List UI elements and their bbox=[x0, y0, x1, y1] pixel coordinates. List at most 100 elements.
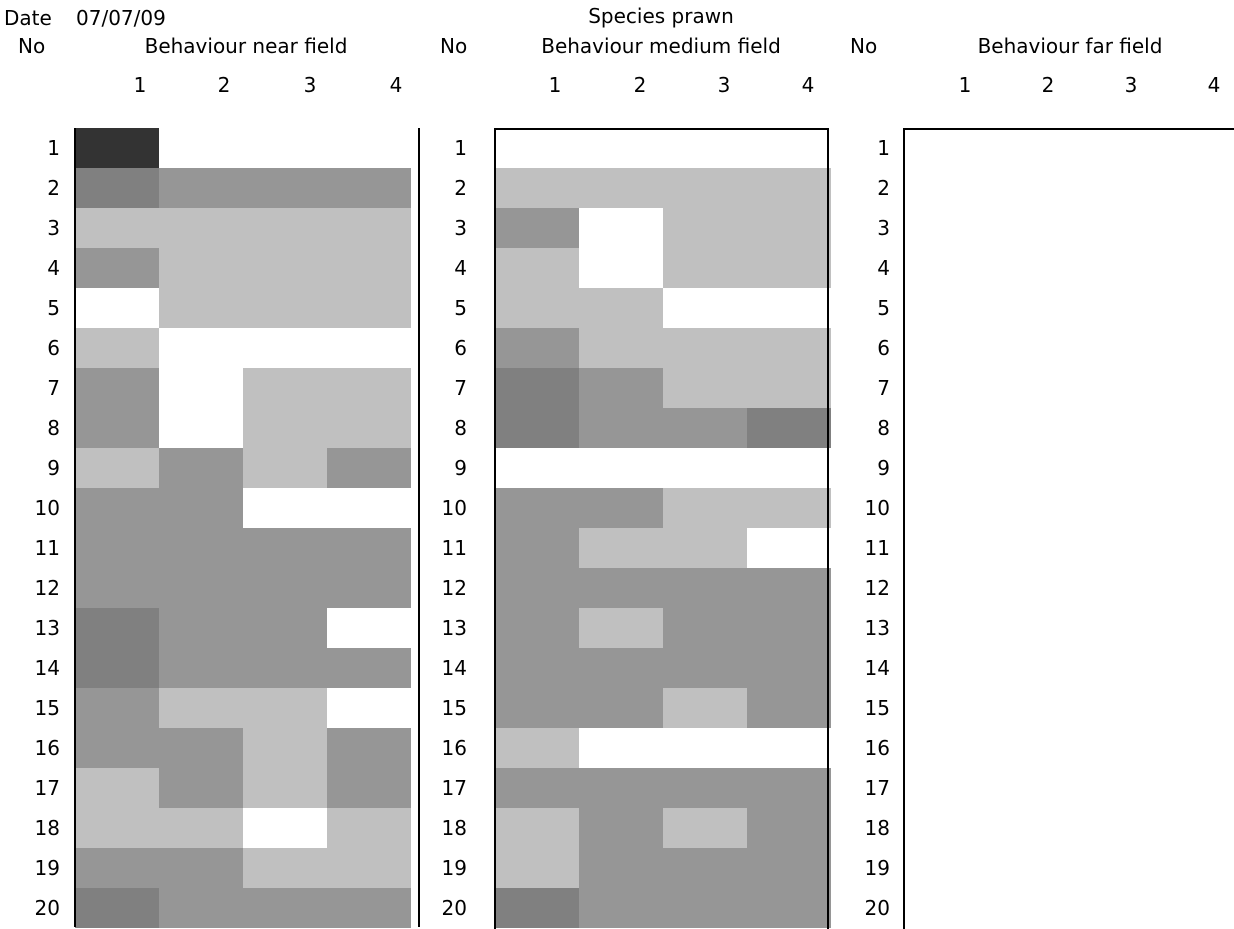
cell-medium-r16-c2 bbox=[579, 728, 664, 769]
cell-near-r8-c2 bbox=[159, 408, 244, 449]
row-label-far-4: 4 bbox=[877, 256, 890, 280]
col-label-far-3: 3 bbox=[1124, 73, 1138, 97]
cell-near-r7-c2 bbox=[159, 368, 244, 409]
row-label-medium-9: 9 bbox=[454, 456, 467, 480]
cell-medium-r14-c1 bbox=[495, 648, 580, 689]
cell-near-r1-c4 bbox=[327, 128, 411, 169]
col-label-near-2: 2 bbox=[217, 73, 231, 97]
row-label-near-19: 19 bbox=[34, 856, 60, 880]
heatmap-near-field bbox=[75, 128, 417, 928]
cell-medium-r3-c3 bbox=[663, 208, 748, 249]
cell-near-r6-c1 bbox=[75, 328, 160, 369]
cell-medium-r7-c1 bbox=[495, 368, 580, 409]
cell-near-r6-c3 bbox=[243, 328, 328, 369]
row-label-medium-14: 14 bbox=[441, 656, 467, 680]
cell-near-r19-c2 bbox=[159, 848, 244, 889]
row-label-near-2: 2 bbox=[47, 176, 60, 200]
cell-near-r1-c3 bbox=[243, 128, 328, 169]
cell-near-r3-c2 bbox=[159, 208, 244, 249]
cell-medium-r17-c2 bbox=[579, 768, 664, 809]
row-label-far-20: 20 bbox=[864, 896, 890, 920]
row-label-far-1: 1 bbox=[877, 136, 890, 160]
cell-medium-r10-c1 bbox=[495, 488, 580, 529]
cell-medium-r9-c2 bbox=[579, 448, 664, 489]
row-label-near-11: 11 bbox=[34, 536, 60, 560]
cell-near-r9-c4 bbox=[327, 448, 411, 489]
cell-near-r18-c2 bbox=[159, 808, 244, 849]
row-label-far-17: 17 bbox=[864, 776, 890, 800]
row-label-near-7: 7 bbox=[47, 376, 60, 400]
row-label-far-12: 12 bbox=[864, 576, 890, 600]
cell-near-r2-c4 bbox=[327, 168, 411, 209]
cell-medium-r8-c4 bbox=[747, 408, 831, 449]
cell-medium-r6-c3 bbox=[663, 328, 748, 369]
cell-near-r15-c2 bbox=[159, 688, 244, 729]
cell-medium-r20-c3 bbox=[663, 888, 748, 928]
no-header-far: No bbox=[850, 34, 878, 58]
cell-near-r7-c3 bbox=[243, 368, 328, 409]
cell-medium-r7-c4 bbox=[747, 368, 831, 409]
cell-near-r19-c1 bbox=[75, 848, 160, 889]
cell-near-r11-c3 bbox=[243, 528, 328, 569]
cell-near-r18-c1 bbox=[75, 808, 160, 849]
row-label-medium-13: 13 bbox=[441, 616, 467, 640]
row-label-near-1: 1 bbox=[47, 136, 60, 160]
row-label-near-14: 14 bbox=[34, 656, 60, 680]
cell-medium-r14-c3 bbox=[663, 648, 748, 689]
cell-near-r20-c3 bbox=[243, 888, 328, 928]
cell-near-r9-c2 bbox=[159, 448, 244, 489]
row-label-far-7: 7 bbox=[877, 376, 890, 400]
cell-medium-r2-c3 bbox=[663, 168, 748, 209]
cell-near-r11-c1 bbox=[75, 528, 160, 569]
cell-medium-r5-c4 bbox=[747, 288, 831, 329]
cell-medium-r1-c1 bbox=[495, 128, 580, 169]
cell-near-r17-c4 bbox=[327, 768, 411, 809]
row-label-near-5: 5 bbox=[47, 296, 60, 320]
cell-near-r16-c3 bbox=[243, 728, 328, 769]
cell-near-r16-c1 bbox=[75, 728, 160, 769]
cell-medium-r15-c3 bbox=[663, 688, 748, 729]
row-label-near-4: 4 bbox=[47, 256, 60, 280]
row-label-near-12: 12 bbox=[34, 576, 60, 600]
cell-medium-r10-c4 bbox=[747, 488, 831, 529]
cell-medium-r18-c1 bbox=[495, 808, 580, 849]
cell-medium-r17-c1 bbox=[495, 768, 580, 809]
cell-medium-r5-c2 bbox=[579, 288, 664, 329]
col-label-far-4: 4 bbox=[1207, 73, 1221, 97]
cell-medium-r3-c4 bbox=[747, 208, 831, 249]
cell-near-r17-c1 bbox=[75, 768, 160, 809]
row-label-near-8: 8 bbox=[47, 416, 60, 440]
panel-title-near: Behaviour near field bbox=[144, 34, 348, 58]
col-label-medium-2: 2 bbox=[633, 73, 647, 97]
cell-near-r14-c1 bbox=[75, 648, 160, 689]
col-label-near-3: 3 bbox=[303, 73, 317, 97]
cell-medium-r6-c4 bbox=[747, 328, 831, 369]
row-label-far-19: 19 bbox=[864, 856, 890, 880]
cell-medium-r18-c2 bbox=[579, 808, 664, 849]
cell-near-r12-c2 bbox=[159, 568, 244, 609]
cell-near-r4-c4 bbox=[327, 248, 411, 289]
row-label-far-8: 8 bbox=[877, 416, 890, 440]
cell-medium-r4-c4 bbox=[747, 248, 831, 289]
row-label-medium-18: 18 bbox=[441, 816, 467, 840]
row-label-far-16: 16 bbox=[864, 736, 890, 760]
cell-medium-r12-c4 bbox=[747, 568, 831, 609]
cell-near-r4-c1 bbox=[75, 248, 160, 289]
cell-near-r3-c1 bbox=[75, 208, 160, 249]
row-label-far-10: 10 bbox=[864, 496, 890, 520]
row-label-near-17: 17 bbox=[34, 776, 60, 800]
grid-frame-far bbox=[903, 128, 1234, 929]
cell-near-r19-c3 bbox=[243, 848, 328, 889]
col-label-medium-4: 4 bbox=[801, 73, 815, 97]
cell-near-r14-c4 bbox=[327, 648, 411, 689]
cell-near-r18-c4 bbox=[327, 808, 411, 849]
cell-medium-r20-c2 bbox=[579, 888, 664, 928]
cell-medium-r2-c2 bbox=[579, 168, 664, 209]
cell-medium-r5-c3 bbox=[663, 288, 748, 329]
row-label-medium-12: 12 bbox=[441, 576, 467, 600]
cell-medium-r1-c2 bbox=[579, 128, 664, 169]
cell-near-r15-c4 bbox=[327, 688, 411, 729]
row-label-medium-20: 20 bbox=[441, 896, 467, 920]
cell-near-r14-c2 bbox=[159, 648, 244, 689]
cell-medium-r19-c3 bbox=[663, 848, 748, 889]
